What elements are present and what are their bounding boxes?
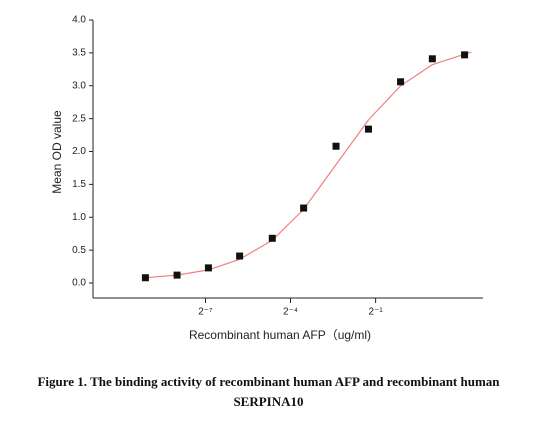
data-point — [300, 204, 308, 212]
y-axis-title: Mean OD value — [50, 110, 64, 194]
data-point — [461, 51, 469, 59]
y-tick-label: 3.0 — [72, 80, 86, 91]
y-tick-label: 1.5 — [72, 179, 86, 190]
y-tick-label: 0.5 — [72, 245, 86, 256]
data-point — [332, 142, 340, 150]
x-tick-label: 2⁻⁷ — [198, 307, 213, 318]
data-point — [364, 125, 372, 133]
y-tick-label: 1.0 — [72, 212, 86, 223]
data-point — [428, 55, 436, 63]
data-point — [397, 78, 405, 86]
x-tick-label: 2⁻¹ — [369, 307, 384, 318]
y-tick-label: 4.0 — [72, 15, 86, 26]
data-point — [268, 234, 276, 242]
data-point — [173, 271, 181, 279]
fit-curve — [145, 51, 472, 279]
chart: Recombinant human AFP（ug/ml) Mean OD val… — [50, 15, 483, 342]
y-tick-label: 3.5 — [72, 48, 86, 59]
y-tick-label: 0.0 — [72, 278, 86, 289]
figure-caption: Figure 1. The binding activity of recomb… — [37, 374, 500, 409]
data-point — [141, 274, 149, 282]
y-tick-label: 2.5 — [72, 113, 86, 124]
y-tick-label: 2.0 — [72, 146, 86, 157]
data-point — [204, 264, 212, 272]
x-axis-title: Recombinant human AFP（ug/ml) — [189, 328, 371, 342]
data-point — [236, 252, 244, 260]
x-tick-label: 2⁻⁴ — [283, 307, 298, 318]
